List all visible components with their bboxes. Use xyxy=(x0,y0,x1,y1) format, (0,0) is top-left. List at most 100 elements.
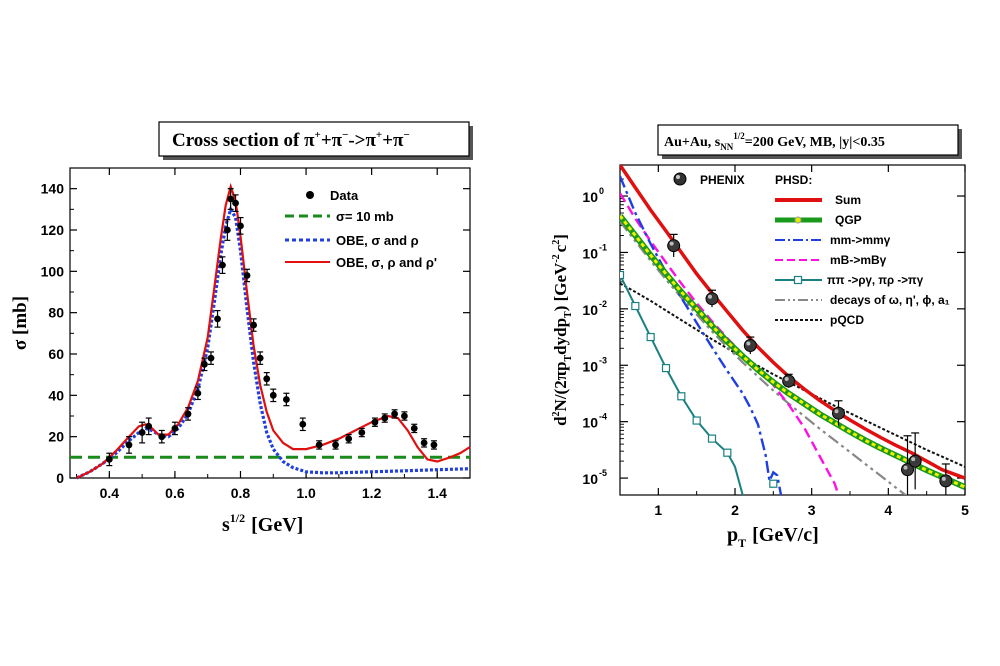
left-x-tick-label: 1.2 xyxy=(362,485,382,501)
right-data-points xyxy=(667,233,953,495)
left-data-point xyxy=(105,456,113,463)
right-y-tick-exponent: 0 xyxy=(599,186,604,196)
left-x-tick-label: 0.8 xyxy=(231,485,251,501)
legend-label-mm: mm->mmγ xyxy=(830,233,891,247)
left-axis-ticks: 0.4 0.6 0.8 1.0 1.2 1.4 0 20 40 60 80 100 120 140 xyxy=(41,168,470,501)
left-y-tick-label: 40 xyxy=(48,387,64,403)
right-series-decays-of-a xyxy=(620,220,908,495)
right-data-point-highlight xyxy=(941,476,946,481)
left-chart-title: Cross section of π++π−->π++π− xyxy=(172,129,410,151)
right-x-tick-label: 3 xyxy=(808,502,816,518)
right-data-point xyxy=(782,374,796,388)
right-x-tick-label: 4 xyxy=(884,502,892,518)
left-data-point xyxy=(315,441,323,449)
left-data-point xyxy=(219,261,226,269)
legend-label-obe-full: OBE, σ, ρ and ρ' xyxy=(336,255,437,270)
legend-qgp-marker xyxy=(794,216,802,224)
right-legend: PHENIX PHSD: Sum QGP mm->mmγ mB->mBγ ππ … xyxy=(673,172,950,327)
right-series--marker xyxy=(620,270,625,280)
left-data-point xyxy=(391,410,398,418)
left-plot-frame xyxy=(69,167,471,479)
right-series- xyxy=(620,274,744,495)
right-data-point xyxy=(908,454,922,468)
right-y-tick-label: 10 xyxy=(582,245,598,261)
left-data-points xyxy=(105,188,438,467)
right-y-tick-exponent: -4 xyxy=(599,412,607,422)
legend-phsd-label: PHSD: xyxy=(775,173,812,187)
right-y-tick-exponent: -2 xyxy=(599,299,607,309)
right-series-qgp-band xyxy=(620,213,965,490)
right-data-point xyxy=(832,406,845,420)
left-x-tick-label: 0.6 xyxy=(165,485,185,501)
left-data-point xyxy=(299,420,307,428)
left-data-point xyxy=(171,425,179,432)
left-y-tick-label: 0 xyxy=(56,470,64,486)
right-data-point-highlight xyxy=(911,457,916,462)
left-data-point xyxy=(194,389,202,397)
left-chart: 0.4 0.6 0.8 1.0 1.2 1.4 0 20 40 60 80 100 120 140 Cro… xyxy=(10,121,473,536)
right-y-tick-label: 10 xyxy=(582,415,598,431)
left-x-tick-label: 0.4 xyxy=(100,485,120,501)
right-series--marker xyxy=(692,416,701,425)
right-series-mm-mm xyxy=(620,175,783,495)
left-data-point xyxy=(358,429,366,436)
legend-phenix-marker xyxy=(673,172,687,186)
left-y-tick-label: 20 xyxy=(48,429,64,445)
right-series--marker xyxy=(707,434,717,443)
left-data-point xyxy=(232,199,239,207)
right-x-axis-label: pT [GeV/c] xyxy=(727,524,819,550)
right-data-point-highlight xyxy=(669,241,674,246)
right-y-tick-exponent: -1 xyxy=(599,242,607,252)
left-series-obe-and xyxy=(76,182,471,479)
left-y-tick-label: 120 xyxy=(41,222,65,238)
left-data-point xyxy=(145,422,153,430)
right-data-point xyxy=(705,292,719,306)
right-series--marker xyxy=(631,301,640,311)
legend-label-pqcd: pQCD xyxy=(830,313,864,327)
left-y-tick-label: 60 xyxy=(48,346,64,362)
left-data-point xyxy=(223,226,231,234)
legend-pipi-marker xyxy=(793,275,803,285)
right-chart-title: Au+Au, sNN1/2=200 GeV, MB, |y|<0.35 xyxy=(664,131,885,152)
right-x-tick-label: 1 xyxy=(654,502,662,518)
right-y-tick-label: 10 xyxy=(582,189,598,205)
right-y-tick-exponent: -5 xyxy=(599,468,607,478)
right-series-pqcd xyxy=(620,282,965,468)
left-data-point xyxy=(138,429,146,436)
right-series--marker xyxy=(677,392,686,401)
legend-label-data: Data xyxy=(330,188,359,203)
right-y-tick-label: 10 xyxy=(582,471,598,487)
left-data-point xyxy=(243,272,251,279)
right-data-point-highlight xyxy=(784,377,789,382)
left-legend: Data σ= 10 mb OBE, σ and ρ OBE, σ, ρ and… xyxy=(285,188,437,270)
right-data-point-highlight xyxy=(834,409,839,414)
right-plot-frame xyxy=(619,164,966,496)
right-y-tick-label: 10 xyxy=(582,302,598,318)
left-data-point xyxy=(269,391,277,399)
left-y-tick-label: 100 xyxy=(41,263,65,279)
left-data-point xyxy=(214,315,221,323)
left-data-point xyxy=(345,435,353,443)
right-series-sum xyxy=(620,165,965,480)
right-y-tick-exponent: -3 xyxy=(599,355,607,365)
left-x-axis-label: s1/2 [GeV] xyxy=(222,511,303,536)
left-data-point xyxy=(401,412,408,420)
right-data-point xyxy=(667,239,681,253)
left-data-point xyxy=(410,425,418,432)
left-data-point xyxy=(125,441,133,449)
left-data-point xyxy=(250,321,258,329)
left-title-box xyxy=(158,121,470,157)
left-data-point xyxy=(237,222,244,230)
left-data-point xyxy=(158,433,166,441)
left-data-point xyxy=(381,414,389,422)
right-y-tick-label: 10 xyxy=(582,358,598,374)
left-data-point xyxy=(332,441,339,449)
left-x-tick-label: 1.4 xyxy=(427,485,447,501)
left-data-point xyxy=(207,354,215,362)
left-x-tick-label: 1.0 xyxy=(296,485,316,501)
legend-phenix-label: PHENIX xyxy=(700,173,745,187)
left-y-tick-label: 140 xyxy=(41,181,65,197)
legend-label-sigma10: σ= 10 mb xyxy=(336,209,394,224)
